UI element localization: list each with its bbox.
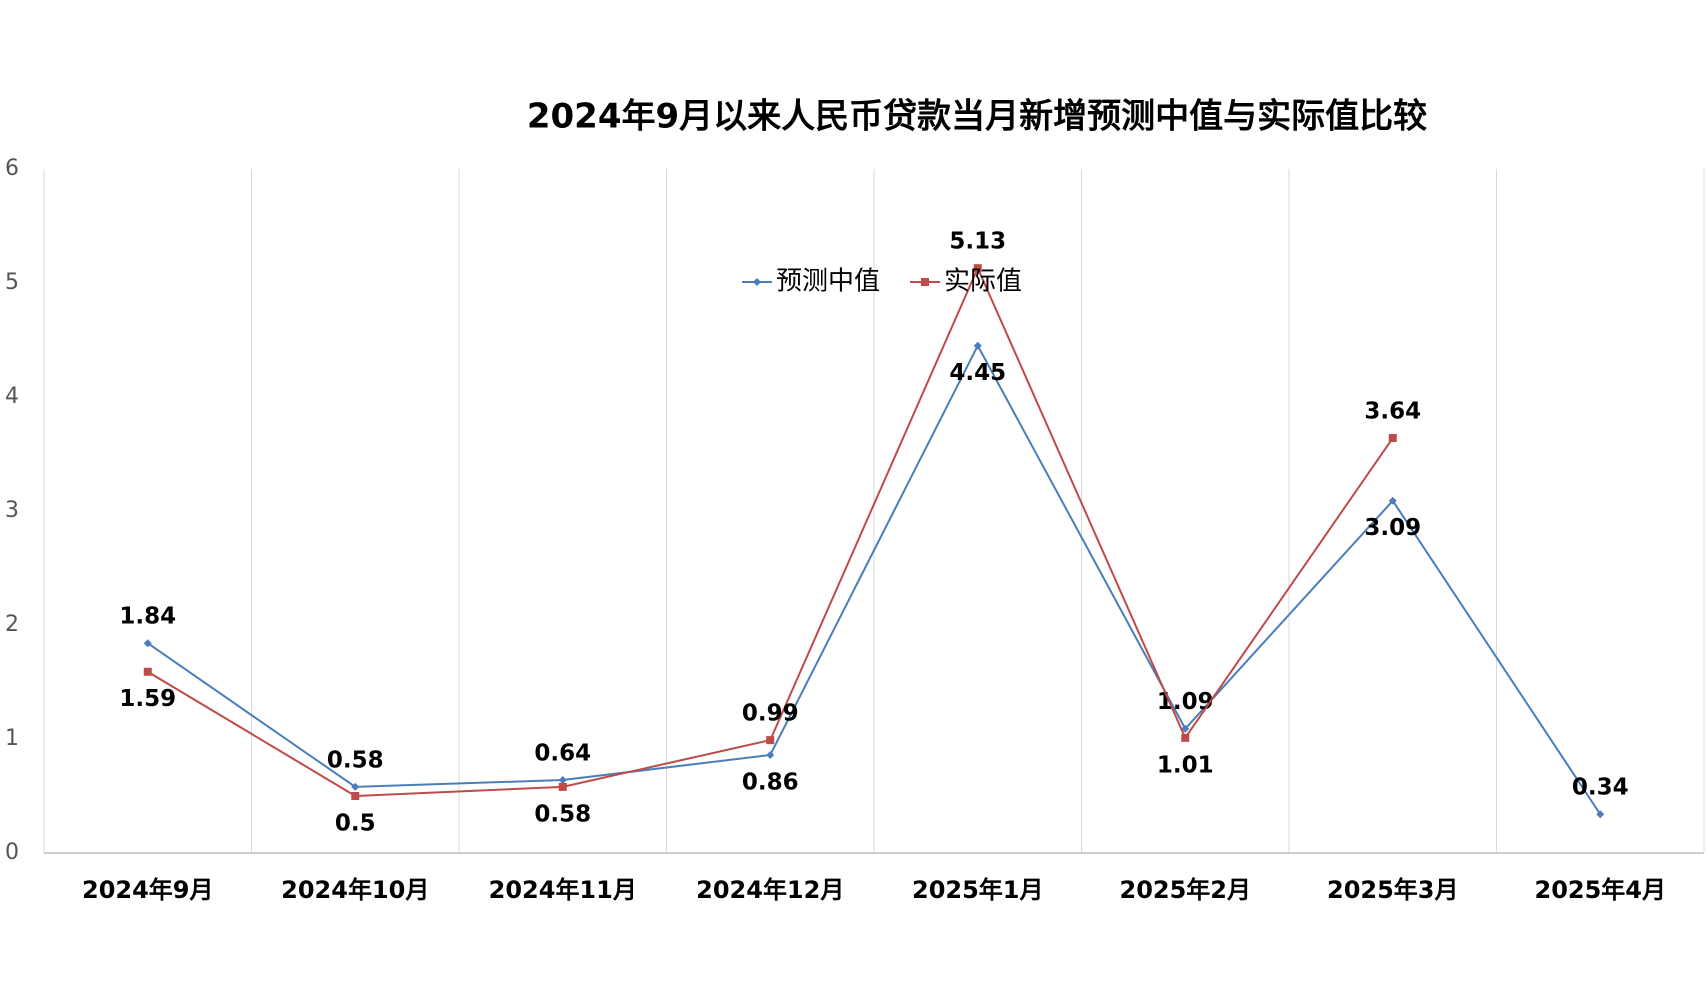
data-label: 0.86	[742, 769, 799, 795]
marker	[558, 782, 567, 791]
marker	[351, 792, 360, 800]
marker	[973, 341, 982, 350]
data-label: 5.13	[949, 229, 1006, 255]
legend-label: 实际值	[944, 267, 1022, 297]
y-tick-label: 2	[5, 612, 19, 637]
y-tick-label: 1	[5, 726, 19, 751]
legend-label: 预测中值	[776, 267, 880, 297]
marker	[973, 264, 982, 273]
marker	[1388, 434, 1397, 443]
data-label: 3.09	[1364, 515, 1421, 541]
y-tick-label: 0	[5, 840, 19, 865]
chart-title: 2024年9月以来人民币贷款当月新增预测中值与实际值比较	[527, 97, 1427, 137]
marker	[1596, 810, 1605, 819]
marker	[143, 639, 152, 648]
x-tick-label: 2024年10月	[281, 876, 429, 904]
marker	[1388, 496, 1397, 505]
data-label: 3.64	[1364, 399, 1421, 425]
data-label: 4.45	[949, 360, 1006, 386]
data-label: 0.5	[335, 811, 376, 837]
data-label: 0.64	[534, 741, 591, 767]
legend-marker	[753, 278, 761, 286]
data-label: 0.58	[327, 747, 384, 773]
x-tick-label: 2024年11月	[489, 876, 637, 904]
marker	[766, 750, 775, 759]
data-label: 1.59	[119, 686, 176, 712]
data-label: 1.84	[119, 604, 176, 630]
x-tick-label: 2024年12月	[696, 876, 844, 904]
data-label: 0.58	[534, 801, 591, 827]
legend-marker	[921, 278, 930, 286]
y-tick-label: 4	[5, 384, 19, 409]
y-tick-label: 3	[5, 498, 19, 523]
marker	[143, 667, 152, 676]
marker	[1181, 733, 1190, 742]
marker	[351, 782, 360, 791]
y-tick-label: 5	[5, 270, 19, 295]
x-tick-label: 2025年2月	[1120, 876, 1252, 904]
x-tick-label: 2025年1月	[912, 876, 1044, 904]
data-label: 0.34	[1572, 775, 1629, 801]
marker	[766, 736, 775, 745]
series-line	[147, 343, 1602, 815]
marker	[1181, 724, 1190, 733]
y-tick-label: 6	[5, 156, 19, 181]
data-label: 1.01	[1157, 752, 1214, 778]
marker	[558, 776, 567, 785]
data-label: 0.99	[742, 701, 799, 727]
x-tick-label: 2024年9月	[82, 876, 214, 904]
x-tick-label: 2025年4月	[1535, 876, 1667, 904]
x-tick-label: 2025年3月	[1327, 876, 1459, 904]
